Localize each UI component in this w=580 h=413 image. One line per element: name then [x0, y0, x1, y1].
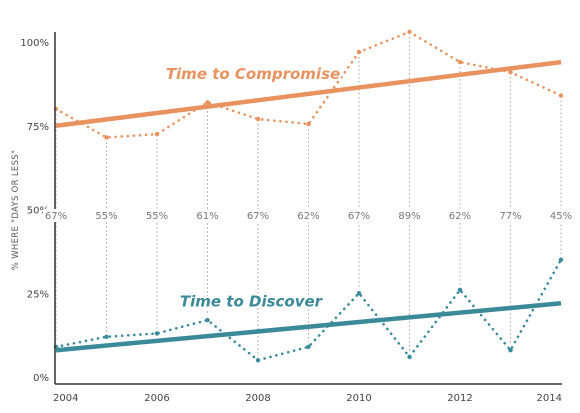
data-point — [104, 135, 109, 140]
y-tick-label: 25% — [27, 289, 49, 300]
data-point — [457, 59, 463, 65]
x-tick-label: 2006 — [144, 393, 169, 404]
data-point — [255, 116, 261, 122]
gap-label: 55% — [95, 211, 117, 222]
data-point — [255, 358, 261, 363]
gap-label-background — [497, 209, 524, 222]
data-point — [154, 331, 160, 336]
y-tick-label: 50% — [27, 206, 49, 217]
data-point — [356, 49, 362, 55]
data-point — [154, 131, 160, 137]
gap-label: 61% — [196, 211, 218, 222]
gap-label-background — [43, 209, 69, 222]
series-layer — [53, 29, 564, 363]
y-tick-label: 75% — [27, 122, 49, 133]
x-tick-label: 2004 — [53, 393, 78, 404]
data-point — [558, 93, 564, 98]
gap-label: 45% — [550, 211, 572, 222]
gap-label: 89% — [398, 211, 420, 222]
trend-line — [55, 59, 562, 128]
gap-connectors — [55, 36, 562, 356]
tick-labels: 2004 2006 2008 2010 2012 2014 0% 25% 50% 75% 100% — [20, 38, 562, 404]
gap-labels: 67% 55% 55% 61% 67% 62% 67% 89% 62% 77% 45% — [43, 209, 574, 222]
series-labels: Time to Compromise Time to Discover — [164, 63, 342, 313]
data-point — [205, 100, 210, 105]
data-point — [508, 69, 513, 75]
data-point — [508, 348, 513, 353]
x-tick-label: 2012 — [447, 393, 472, 404]
gap-label: 67% — [45, 211, 67, 222]
gap-label: 67% — [348, 211, 370, 222]
x-tick-label: 2010 — [346, 393, 371, 404]
data-point — [407, 29, 412, 35]
gap-label-background — [245, 209, 271, 222]
gap-label-background — [93, 209, 120, 222]
data-point — [356, 291, 362, 296]
gap-label-background — [144, 209, 170, 222]
y-tick-label: 0% — [33, 373, 49, 384]
data-point — [205, 317, 210, 323]
data-point — [306, 121, 311, 127]
y-tick-label: 100% — [20, 38, 49, 49]
series-label: Time to Discover — [180, 293, 324, 311]
x-tick-label: 2014 — [537, 393, 562, 404]
data-point — [407, 354, 412, 360]
gap-label-background — [548, 209, 574, 222]
gap-label-background — [194, 209, 221, 222]
x-tick-label: 2008 — [245, 393, 270, 404]
gap-label: 62% — [297, 211, 319, 222]
series-label: Time to Compromise — [166, 65, 340, 83]
data-point — [306, 344, 311, 350]
data-point — [558, 257, 564, 262]
data-point — [457, 287, 463, 293]
series-line — [54, 30, 563, 139]
gap-label-background — [295, 209, 322, 222]
gap-label: 62% — [449, 211, 471, 222]
gap-label-background — [396, 209, 423, 222]
gap-label: 67% — [247, 211, 269, 222]
series-line — [54, 258, 563, 362]
data-point — [104, 334, 109, 339]
gap-label: 77% — [499, 211, 521, 222]
axes — [54, 32, 562, 385]
gap-label-background — [346, 209, 372, 222]
gap-label: 55% — [146, 211, 168, 222]
y-axis-label: % WHERE "DAYS OR LESS" — [11, 150, 21, 270]
gap-label-background — [447, 209, 473, 222]
